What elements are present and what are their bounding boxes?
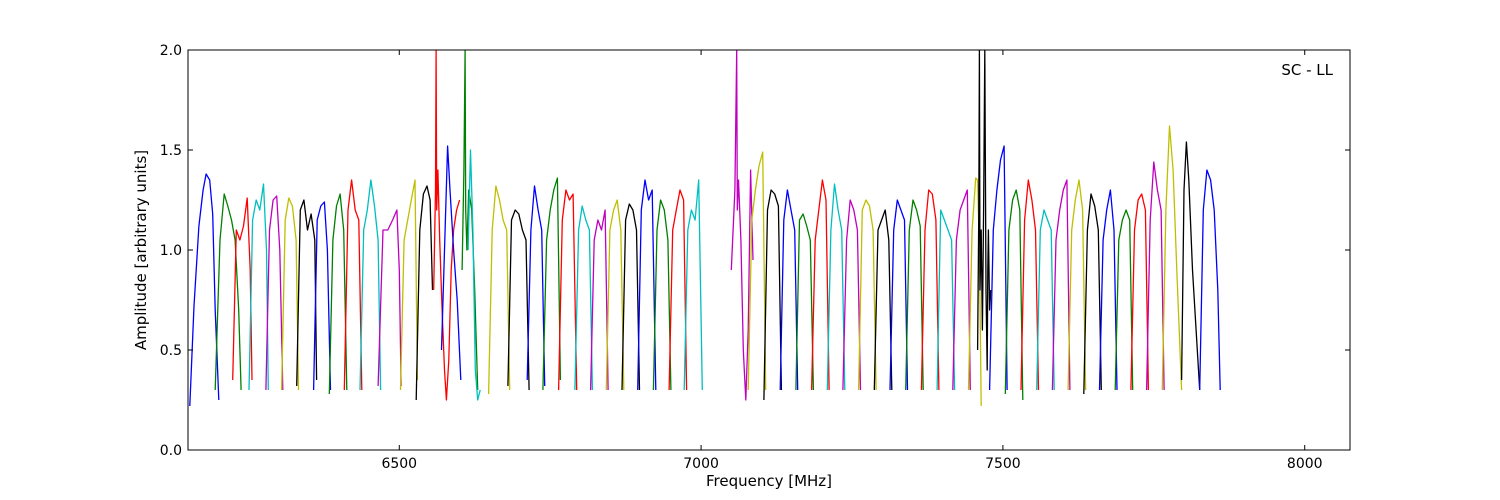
series-line-51 — [1020, 179, 1040, 391]
series-line-24 — [574, 205, 594, 391]
series-line-37 — [810, 179, 830, 391]
series-line-39 — [842, 199, 862, 391]
series-line-38 — [826, 183, 846, 391]
series-line-30 — [668, 189, 688, 391]
series-line-33 — [747, 151, 767, 391]
y-tick-label: 0.5 — [160, 343, 182, 359]
series-line-43 — [905, 199, 924, 391]
x-tick-label: 7000 — [683, 456, 719, 472]
series-line-55 — [1083, 193, 1102, 395]
series-line-54 — [1067, 179, 1087, 391]
series-line-56 — [1098, 189, 1118, 391]
series-line-23 — [557, 189, 578, 391]
series-line-14 — [415, 185, 434, 401]
series-line-8 — [312, 201, 332, 391]
x-axis-label: Frequency [MHz] — [706, 472, 832, 490]
series-line-59 — [1145, 161, 1165, 391]
y-tick-label: 1.5 — [160, 143, 182, 159]
series-line-36 — [795, 213, 815, 391]
x-tick-label: 8000 — [1287, 456, 1323, 472]
series-line-16 — [440, 145, 462, 381]
series-line-7 — [296, 199, 318, 387]
series-line-21 — [526, 185, 546, 387]
y-tick-label: 2.0 — [160, 43, 182, 59]
series-line-19 — [487, 185, 511, 395]
series-line-12 — [377, 209, 402, 387]
series-line-5 — [265, 195, 284, 391]
chart-annotation: SC - LL — [1281, 61, 1333, 79]
series-line-26 — [605, 199, 625, 391]
series-line-40 — [857, 199, 877, 391]
series-line-11 — [359, 179, 382, 391]
series-line-25 — [589, 209, 609, 391]
y-tick-label: 1.0 — [160, 243, 182, 259]
series-line-62 — [1199, 169, 1221, 391]
series-line-61 — [1180, 141, 1201, 391]
series-line-1 — [189, 173, 220, 407]
series-line-29 — [652, 199, 672, 391]
series-line-4 — [248, 183, 269, 391]
series-line-6 — [280, 197, 300, 391]
series-layer — [189, 50, 1221, 407]
tick-layer: 6500 7000 7500 8000 0.0 0.5 1.0 1.5 2.0 — [160, 43, 1350, 472]
series-line-31 — [683, 179, 703, 391]
series-line-60 — [1161, 125, 1183, 391]
series-line-48 — [976, 50, 992, 371]
series-line-42 — [889, 199, 909, 391]
series-line-34 — [763, 189, 783, 401]
series-line-2 — [214, 193, 242, 391]
series-line-28 — [637, 179, 657, 391]
series-line-57 — [1114, 209, 1134, 391]
series-line-10 — [343, 179, 363, 391]
plot-background — [188, 50, 1350, 450]
series-line-3 — [232, 197, 253, 381]
series-line-13 — [399, 179, 419, 391]
series-line-41 — [873, 209, 893, 391]
series-line-44 — [920, 189, 940, 391]
y-tick-label: 0.0 — [160, 443, 182, 459]
x-tick-label: 6500 — [381, 456, 417, 472]
series-line-32 — [730, 50, 754, 401]
series-line-45 — [936, 209, 956, 391]
series-line-52 — [1036, 209, 1055, 391]
series-line-18 — [467, 149, 481, 401]
series-line-46 — [952, 189, 971, 391]
series-line-9 — [328, 193, 348, 395]
series-line-58 — [1130, 193, 1150, 391]
series-line-53 — [1051, 179, 1071, 391]
series-line-49 — [988, 145, 1008, 391]
series-line-27 — [621, 203, 641, 391]
series-line-20 — [507, 209, 530, 391]
series-line-50 — [1004, 189, 1024, 401]
plot-frame — [187, 49, 1351, 451]
series-line-22 — [542, 177, 562, 391]
y-axis-label: Amplitude [arbitrary units] — [132, 150, 150, 350]
x-tick-label: 7500 — [985, 456, 1021, 472]
series-line-35 — [779, 189, 799, 391]
